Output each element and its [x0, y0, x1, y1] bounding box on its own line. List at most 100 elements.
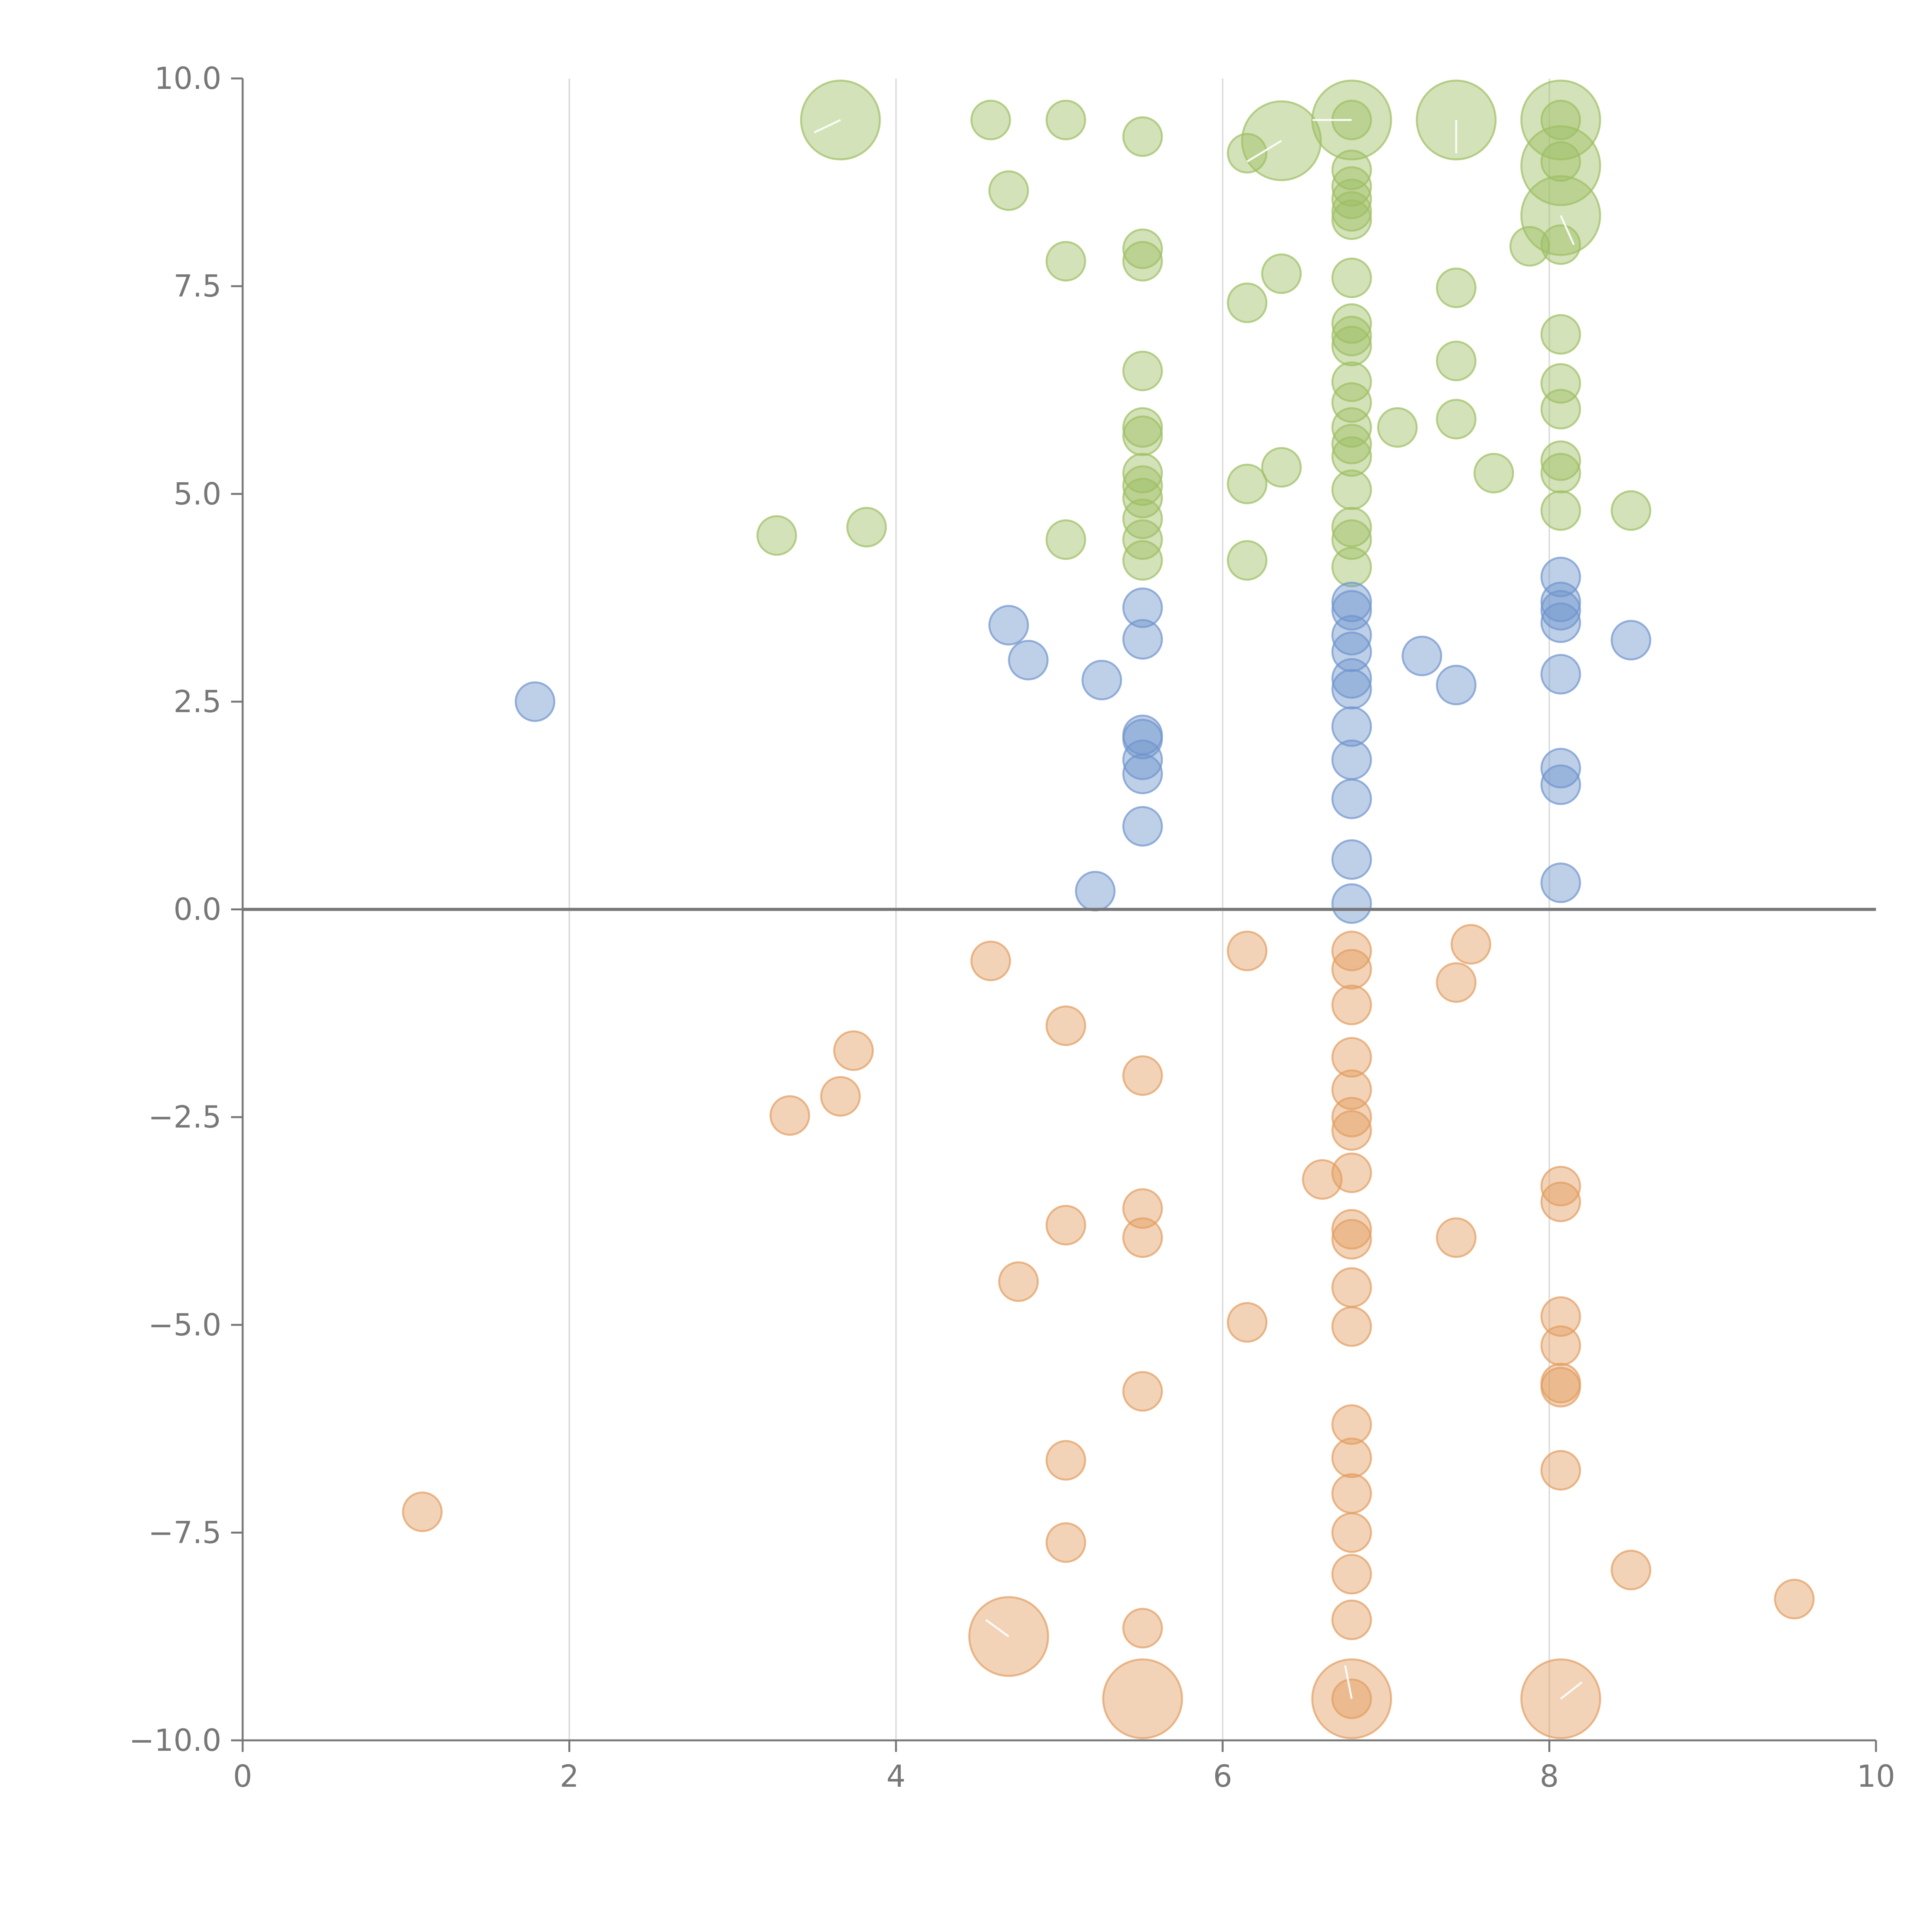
data-point	[1122, 1188, 1163, 1229]
data-point	[820, 1076, 861, 1117]
data-point	[1436, 399, 1477, 440]
data-point	[1331, 839, 1372, 880]
data-point	[1331, 361, 1372, 402]
annotation-leader	[1247, 140, 1282, 163]
annotation-leader	[814, 119, 841, 134]
data-point	[1008, 639, 1049, 680]
data-point	[1331, 1110, 1372, 1151]
data-point	[1436, 665, 1477, 706]
data-point	[1331, 1219, 1372, 1260]
data-point	[1436, 962, 1477, 1003]
data-point	[1227, 540, 1268, 581]
data-point	[1331, 1473, 1372, 1514]
data-point	[1331, 436, 1372, 477]
data-point	[1045, 1005, 1086, 1046]
data-point	[1540, 764, 1581, 805]
x-tick-label: 6	[1213, 1759, 1232, 1794]
data-point	[1540, 602, 1581, 643]
data-point	[1331, 407, 1372, 448]
data-point	[1774, 1578, 1815, 1619]
data-point	[1331, 985, 1372, 1026]
data-point	[988, 605, 1029, 646]
data-point	[1227, 1302, 1268, 1343]
data-point	[1540, 314, 1581, 355]
data-point	[515, 681, 556, 722]
data-point	[1122, 1371, 1163, 1412]
data-point	[1331, 1037, 1372, 1078]
data-point	[1436, 340, 1477, 381]
x-tick-label: 8	[1540, 1759, 1559, 1794]
x-tick-label: 2	[560, 1759, 579, 1794]
data-point	[998, 1261, 1039, 1302]
data-point	[1331, 1599, 1372, 1640]
data-point	[1331, 930, 1372, 971]
data-point	[1075, 871, 1116, 912]
data-point	[1122, 619, 1163, 660]
data-point	[1122, 739, 1163, 780]
data-point	[970, 100, 1011, 141]
y-tick-label: −2.5	[148, 1100, 221, 1135]
data-point	[1540, 862, 1581, 903]
data-point	[1331, 739, 1372, 780]
data-point	[1081, 660, 1122, 701]
annotation-leader	[1560, 1681, 1583, 1700]
data-point	[1331, 382, 1372, 423]
data-point	[1122, 350, 1163, 391]
data-point	[1331, 1554, 1372, 1595]
data-point	[1331, 949, 1372, 990]
data-point	[1122, 587, 1163, 628]
data-point	[1227, 282, 1268, 323]
axes: 0 2 4 6 8 10 −10.0 −7.5 −5.0 −2.5 0.0 2.5 5.0 7.5 10.0	[129, 61, 1895, 1794]
data-point	[1122, 519, 1163, 560]
data-point	[1540, 1296, 1581, 1337]
data-point-large	[1520, 80, 1601, 161]
data-point	[1436, 267, 1477, 308]
data-point	[1611, 620, 1651, 661]
y-tick-label: 0.0	[173, 893, 221, 927]
data-point	[402, 1492, 443, 1532]
data-point	[1227, 463, 1268, 504]
data-point	[1227, 930, 1268, 971]
data-point	[1122, 719, 1163, 760]
data-point	[1331, 257, 1372, 298]
data-point	[1611, 490, 1651, 531]
data-point	[1509, 226, 1550, 267]
data-point	[846, 507, 887, 548]
x-tick-label: 10	[1857, 1759, 1895, 1794]
y-tick-label: 2.5	[173, 685, 221, 719]
data-point	[1331, 316, 1372, 357]
data-point	[1122, 753, 1163, 794]
data-point	[769, 1095, 810, 1136]
data-point	[1331, 179, 1372, 219]
data-point	[1122, 415, 1163, 456]
data-point	[1611, 1549, 1651, 1590]
data-point	[1331, 883, 1372, 924]
data-point	[1436, 1217, 1477, 1258]
data-point	[1261, 447, 1302, 488]
data-point	[1331, 1267, 1372, 1308]
x-tick-label: 0	[233, 1759, 252, 1794]
data-point	[1261, 253, 1302, 294]
data-point	[1473, 452, 1514, 493]
data-point	[1331, 669, 1372, 710]
data-point	[1331, 1097, 1372, 1138]
data-point-large	[1520, 125, 1601, 206]
data-point	[1045, 100, 1086, 141]
y-tick-label: 7.5	[173, 269, 221, 304]
data-point	[1540, 389, 1581, 430]
y-tick-label: −7.5	[148, 1515, 221, 1550]
data-point	[1122, 452, 1163, 493]
data-point	[1331, 469, 1372, 510]
y-tick-label: 5.0	[173, 477, 221, 512]
data-point	[1045, 519, 1086, 560]
y-tick-label: 10.0	[154, 61, 221, 96]
data-point	[1331, 582, 1372, 622]
data-point	[1122, 241, 1163, 282]
data-point	[1331, 1512, 1372, 1553]
data-point	[1331, 325, 1372, 366]
data-point	[833, 1030, 874, 1071]
data-point	[1331, 546, 1372, 587]
data-point	[756, 515, 797, 556]
data-point	[1122, 478, 1163, 519]
